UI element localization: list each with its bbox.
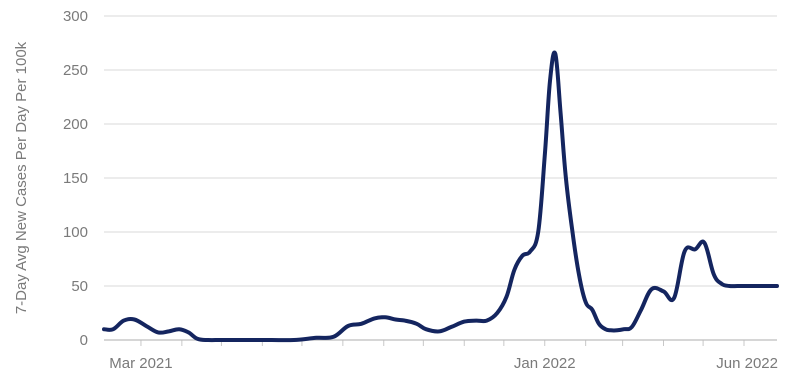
y-tick-label: 250	[63, 62, 88, 79]
x-tick-label: Jan 2022	[514, 355, 576, 372]
y-tick-label: 0	[80, 332, 88, 349]
x-tick-label: Mar 2021	[109, 355, 172, 372]
y-axis-title: 7-Day Avg New Cases Per Day Per 100k	[13, 41, 30, 314]
gridlines	[104, 15, 777, 287]
x-axis-ticks: Mar 2021 Jan 2022 Jun 2022	[109, 340, 778, 372]
series-line	[102, 50, 779, 343]
y-tick-label: 100	[63, 224, 88, 241]
x-tick-label: Jun 2022	[716, 355, 778, 372]
y-tick-label: 50	[71, 278, 88, 295]
y-axis-ticks: 0 50 100 150 200 250 300	[63, 8, 88, 349]
y-tick-label: 200	[63, 116, 88, 133]
y-tick-label: 150	[63, 170, 88, 187]
y-tick-label: 300	[63, 8, 88, 25]
